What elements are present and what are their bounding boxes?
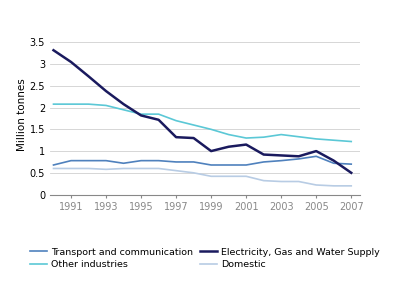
Domestic — [349, 184, 354, 187]
Electricity, Gas and Water Supply — [244, 143, 248, 146]
Transport and communication — [86, 159, 91, 162]
Other industries — [349, 140, 354, 143]
Electricity, Gas and Water Supply — [156, 118, 161, 121]
Domestic — [121, 167, 126, 170]
Electricity, Gas and Water Supply — [174, 135, 178, 139]
Electricity, Gas and Water Supply — [121, 103, 126, 106]
Other industries — [51, 103, 56, 106]
Other industries — [174, 119, 178, 122]
Other industries — [296, 135, 301, 139]
Electricity, Gas and Water Supply — [51, 49, 56, 52]
Domestic — [261, 179, 266, 182]
Transport and communication — [226, 163, 231, 167]
Other industries — [226, 133, 231, 136]
Transport and communication — [331, 162, 336, 165]
Other industries — [331, 139, 336, 142]
Transport and communication — [261, 160, 266, 164]
Transport and communication — [104, 159, 108, 162]
Electricity, Gas and Water Supply — [261, 153, 266, 156]
Electricity, Gas and Water Supply — [226, 145, 231, 148]
Electricity, Gas and Water Supply — [296, 155, 301, 158]
Electricity, Gas and Water Supply — [104, 89, 108, 93]
Domestic — [314, 183, 319, 187]
Electricity, Gas and Water Supply — [349, 171, 354, 175]
Electricity, Gas and Water Supply — [69, 60, 74, 64]
Electricity, Gas and Water Supply — [314, 149, 319, 153]
Domestic — [226, 175, 231, 178]
Other industries — [279, 133, 284, 136]
Line: Electricity, Gas and Water Supply: Electricity, Gas and Water Supply — [54, 50, 351, 173]
Line: Other industries: Other industries — [54, 104, 351, 142]
Transport and communication — [244, 163, 248, 167]
Domestic — [139, 167, 144, 170]
Other industries — [244, 136, 248, 140]
Transport and communication — [296, 157, 301, 161]
Domestic — [296, 180, 301, 183]
Electricity, Gas and Water Supply — [139, 114, 144, 117]
Other industries — [86, 103, 91, 106]
Line: Transport and communication: Transport and communication — [54, 156, 351, 165]
Transport and communication — [69, 159, 74, 162]
Domestic — [244, 175, 248, 178]
Domestic — [174, 169, 178, 172]
Other industries — [261, 135, 266, 139]
Other industries — [139, 112, 144, 116]
Other industries — [156, 112, 161, 116]
Electricity, Gas and Water Supply — [191, 136, 196, 140]
Line: Domestic: Domestic — [54, 169, 351, 186]
Electricity, Gas and Water Supply — [279, 154, 284, 157]
Other industries — [209, 128, 214, 131]
Transport and communication — [209, 163, 214, 167]
Domestic — [191, 171, 196, 175]
Transport and communication — [349, 162, 354, 166]
Electricity, Gas and Water Supply — [209, 149, 214, 153]
Transport and communication — [121, 162, 126, 165]
Other industries — [191, 123, 196, 127]
Transport and communication — [156, 159, 161, 162]
Other industries — [69, 103, 74, 106]
Electricity, Gas and Water Supply — [331, 159, 336, 162]
Transport and communication — [174, 160, 178, 164]
Domestic — [104, 168, 108, 171]
Electricity, Gas and Water Supply — [86, 75, 91, 78]
Transport and communication — [191, 160, 196, 164]
Transport and communication — [51, 163, 56, 167]
Other industries — [104, 104, 108, 107]
Transport and communication — [139, 159, 144, 162]
Domestic — [279, 180, 284, 183]
Legend: Transport and communication, Other industries, Electricity, Gas and Water Supply: Transport and communication, Other indus… — [30, 248, 380, 269]
Other industries — [314, 137, 319, 140]
Domestic — [51, 167, 56, 170]
Transport and communication — [279, 159, 284, 162]
Domestic — [156, 167, 161, 170]
Domestic — [331, 184, 336, 187]
Domestic — [86, 167, 91, 170]
Y-axis label: Million tonnes: Million tonnes — [17, 78, 27, 151]
Domestic — [69, 167, 74, 170]
Other industries — [121, 108, 126, 112]
Transport and communication — [314, 155, 319, 158]
Domestic — [209, 175, 214, 178]
